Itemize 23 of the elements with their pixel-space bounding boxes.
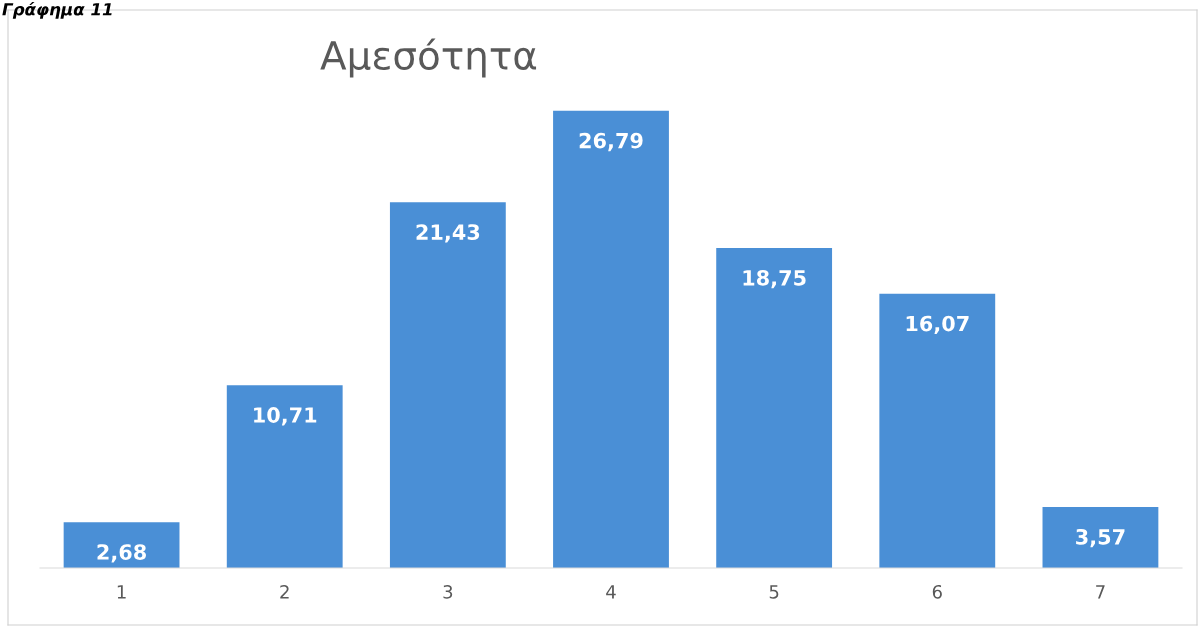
data-label: 21,43	[416, 224, 480, 243]
x-tick-label: 6	[932, 584, 942, 599]
data-label: 10,71	[254, 407, 317, 426]
bar	[879, 293, 996, 568]
bar	[553, 110, 669, 568]
chart-title: Αμεσότητα	[320, 38, 537, 78]
text: Γράφημα 11	[2, 2, 112, 19]
bar	[1042, 507, 1159, 568]
x-tick-label: 2	[280, 584, 289, 599]
data-label: 26,79	[579, 132, 643, 152]
data-label: 2,68	[97, 544, 146, 563]
x-tick-label: 5	[769, 585, 779, 599]
bar	[226, 385, 343, 568]
data-label: 16,07	[906, 315, 969, 335]
data-label: 18,75	[743, 269, 806, 289]
x-tick-label: 3	[443, 584, 453, 599]
x-tick-label: 1	[117, 585, 126, 599]
x-tick-label: 4	[606, 585, 616, 599]
bar	[716, 248, 833, 568]
bar	[63, 522, 180, 568]
data-label: 3,57	[1076, 528, 1125, 548]
x-tick-label: 7	[1096, 585, 1105, 599]
bar	[389, 202, 506, 568]
